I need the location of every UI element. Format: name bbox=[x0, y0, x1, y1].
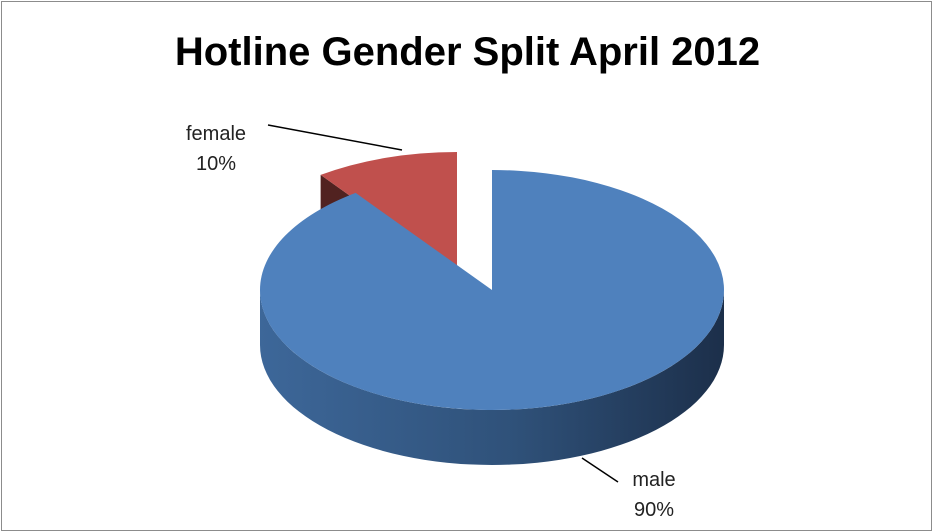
data-label-male-category: male bbox=[632, 469, 675, 491]
data-label-female-category: female bbox=[186, 123, 246, 145]
pie-slice-male bbox=[259, 170, 724, 465]
chart-title: Hotline Gender Split April 2012 bbox=[174, 30, 761, 74]
data-label-male-percent: 90% bbox=[634, 499, 674, 521]
pie-top-male bbox=[259, 170, 724, 410]
pie-side-male bbox=[260, 290, 724, 465]
leader-line-female bbox=[267, 124, 403, 151]
leader-line-male bbox=[581, 457, 619, 483]
data-label-female-percent: 10% bbox=[196, 153, 236, 175]
